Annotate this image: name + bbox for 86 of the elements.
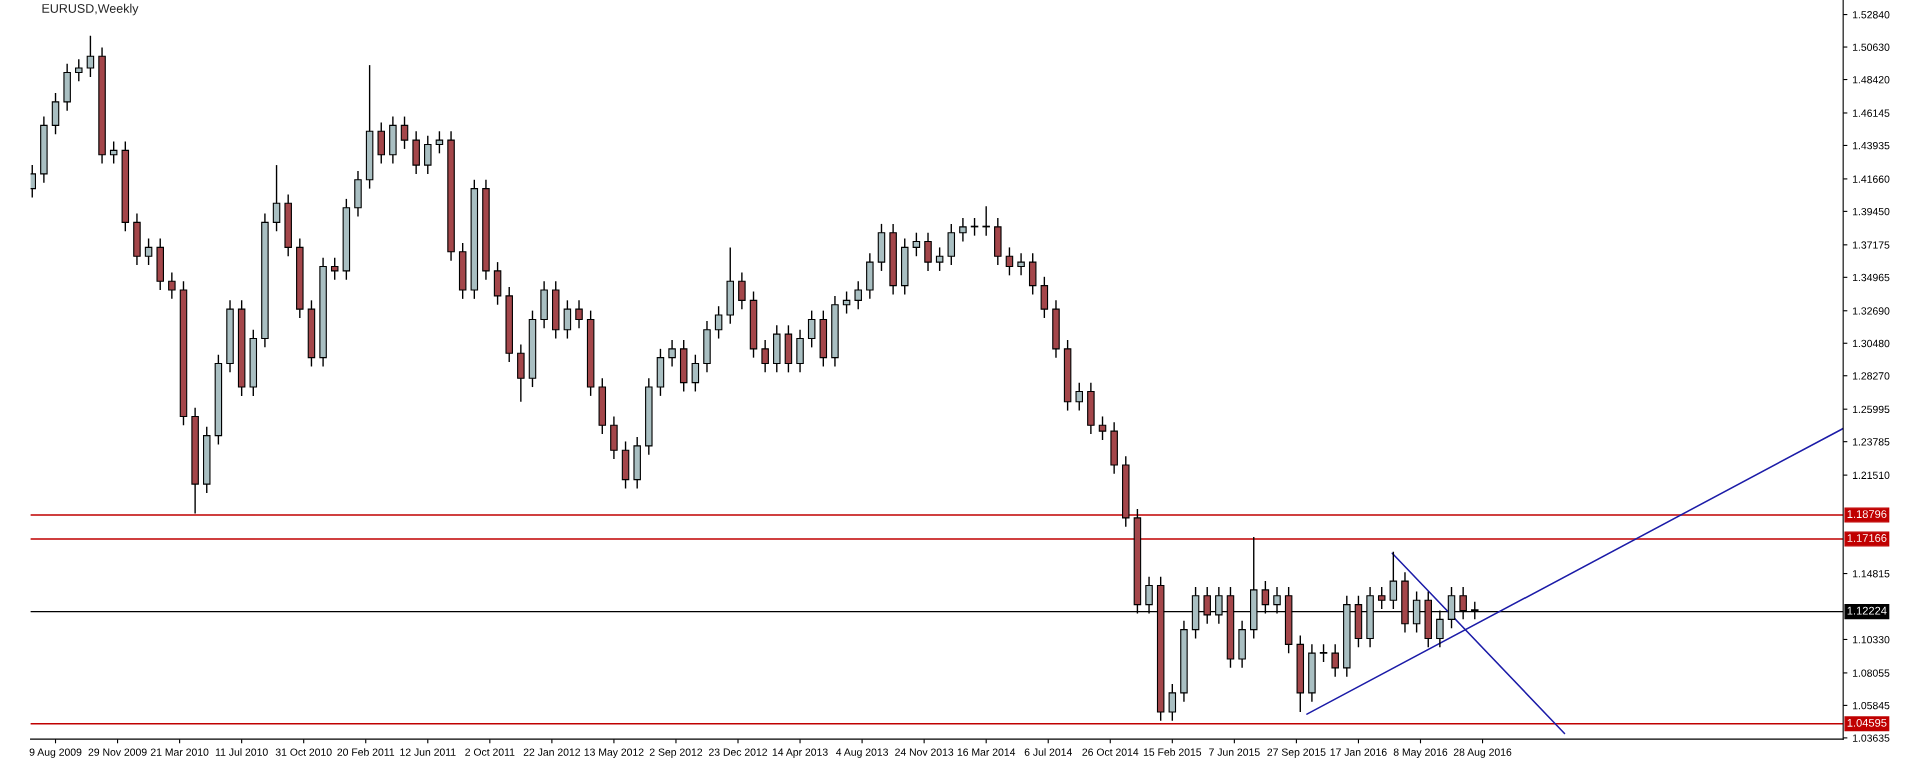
candlestick <box>330 257 339 281</box>
y-tick-label: 1.50630 <box>1852 43 1890 51</box>
candlestick <box>75 58 83 82</box>
candlestick <box>168 271 176 300</box>
candlestick <box>761 339 769 374</box>
ref-line-label: 1.17166 <box>1847 534 1887 542</box>
candlestick <box>1377 586 1386 610</box>
x-tick-label: 11 Jul 2010 <box>215 748 268 756</box>
candlestick <box>738 271 746 310</box>
candlestick <box>377 121 386 165</box>
candlestick <box>1017 252 1025 277</box>
candlestick <box>424 134 432 175</box>
candlestick <box>272 164 281 232</box>
x-tick-label: 2 Sep 2012 <box>649 748 703 758</box>
candlestick <box>1389 551 1398 610</box>
candlestick <box>86 35 95 78</box>
candlestick <box>1168 683 1177 722</box>
x-tick-label: 31 Oct 2010 <box>275 748 332 756</box>
candlestick <box>668 339 676 368</box>
candlestick <box>1040 276 1049 319</box>
y-tick-label: 1.10330 <box>1852 635 1890 644</box>
ref-line-label: 1.04595 <box>1847 718 1887 727</box>
x-tick-label: 6 Jul 2014 <box>1024 748 1072 756</box>
x-tick-label: 9 Aug 2009 <box>29 748 82 758</box>
x-tick-label: 22 Jan 2012 <box>523 748 581 756</box>
y-tick-label: 1.05845 <box>1852 701 1890 710</box>
ref-line-label: 1.12224 <box>1847 606 1887 615</box>
x-tick-label: 14 Apr 2013 <box>772 748 828 758</box>
x-tick-label: 4 Aug 2013 <box>835 748 888 758</box>
y-tick-label: 1.03635 <box>1852 734 1890 742</box>
candlestick <box>924 232 932 272</box>
candlestick <box>144 237 153 266</box>
x-tick-label: 21 Mar 2010 <box>150 748 209 756</box>
candlestick <box>400 115 409 150</box>
x-tick-label: 20 Feb 2011 <box>337 748 395 756</box>
candlestick <box>109 140 118 165</box>
candlestick <box>1075 381 1084 412</box>
candlestick <box>1331 643 1339 678</box>
candlestick <box>30 164 37 199</box>
candlestick <box>854 280 862 310</box>
x-tick-label: 29 Nov 2009 <box>88 748 147 756</box>
candlestick <box>1005 246 1014 277</box>
candlestick <box>1098 415 1107 441</box>
y-tick-label: 1.14815 <box>1852 570 1890 578</box>
candlestick <box>947 223 956 266</box>
chart-title: EURUSD,Weekly <box>42 3 139 16</box>
y-tick-label: 1.25995 <box>1852 405 1890 414</box>
y-tick-label: 1.46145 <box>1852 109 1890 117</box>
candlestick <box>691 354 700 393</box>
y-tick-label: 1.41660 <box>1852 175 1890 183</box>
x-tick-label: 28 Aug 2016 <box>1453 748 1512 758</box>
x-tick-label: 12 Jun 2011 <box>400 748 456 756</box>
x-tick-label: 2 Oct 2011 <box>465 748 515 756</box>
x-tick-label: 15 Feb 2015 <box>1143 748 1202 756</box>
candlestick <box>563 299 572 340</box>
y-tick-label: 1.23785 <box>1852 438 1890 446</box>
candlestick <box>575 299 583 329</box>
candlestick <box>959 217 967 243</box>
candlestick <box>1028 252 1037 296</box>
candlestick <box>935 246 944 272</box>
x-tick-label: 26 Oct 2014 <box>1082 748 1139 756</box>
y-tick-label: 1.37175 <box>1852 241 1890 249</box>
candlestick <box>51 92 60 135</box>
x-tick-label: 17 Jan 2016 <box>1330 748 1387 756</box>
y-tick-label: 1.43935 <box>1852 141 1890 150</box>
candlestick <box>807 309 816 349</box>
ref-line-label: 1.18796 <box>1847 510 1887 518</box>
candlestick <box>714 305 723 340</box>
y-tick-label: 1.21510 <box>1852 471 1890 479</box>
y-tick-label: 1.28270 <box>1852 372 1890 380</box>
x-tick-label: 8 May 2016 <box>1393 748 1448 758</box>
x-tick-label: 16 Mar 2014 <box>957 748 1016 756</box>
y-tick-label: 1.48420 <box>1852 76 1890 84</box>
x-tick-label: 24 Nov 2013 <box>895 748 954 756</box>
y-tick-label: 1.32690 <box>1852 307 1890 315</box>
y-tick-label: 1.39450 <box>1852 207 1890 216</box>
y-tick-label: 1.30480 <box>1852 339 1890 348</box>
x-tick-label: 7 Jun 2015 <box>1209 748 1260 756</box>
candlestick <box>435 130 444 155</box>
x-tick-label: 13 May 2012 <box>584 748 644 758</box>
x-tick-label: 27 Sep 2015 <box>1267 748 1326 758</box>
y-tick-label: 1.52840 <box>1852 11 1890 19</box>
candlestick <box>912 232 921 257</box>
y-tick-label: 1.08055 <box>1852 669 1890 677</box>
y-tick-label: 1.34965 <box>1852 273 1890 282</box>
x-tick-label: 23 Dec 2012 <box>709 748 768 756</box>
